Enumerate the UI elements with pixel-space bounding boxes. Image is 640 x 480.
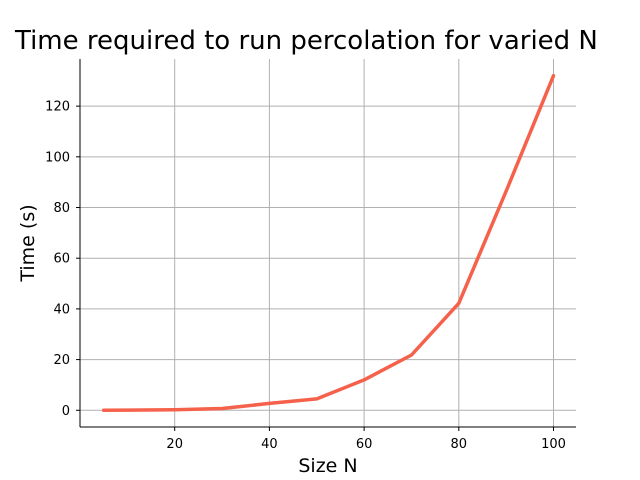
- axes: [79, 59, 576, 428]
- x-tick-label-60: 60: [356, 437, 373, 452]
- y-tick-label-120: 120: [45, 100, 70, 115]
- x-tick-label-100: 100: [541, 437, 566, 452]
- series-group: [101, 73, 556, 413]
- x-tick-label-40: 40: [261, 437, 278, 452]
- y-tick-label-100: 100: [45, 150, 70, 165]
- y-tick-label-80: 80: [53, 201, 70, 216]
- x-axis-label: Size N: [298, 455, 357, 477]
- y-tick-label-40: 40: [53, 302, 70, 317]
- y-tick-label-20: 20: [53, 353, 70, 368]
- y-tick-label-0: 0: [62, 404, 70, 419]
- y-tick-label-60: 60: [53, 252, 70, 267]
- y-axis-label: Time (s): [17, 204, 39, 282]
- grid: [80, 59, 576, 427]
- ticks: 20 40 60 80 100 0 20 40 60 80 100 120: [45, 100, 566, 452]
- x-tick-label-80: 80: [451, 437, 468, 452]
- chart-title: Time required to run percolation for var…: [14, 26, 598, 56]
- series-line-0: [101, 73, 556, 413]
- x-tick-label-20: 20: [166, 437, 183, 452]
